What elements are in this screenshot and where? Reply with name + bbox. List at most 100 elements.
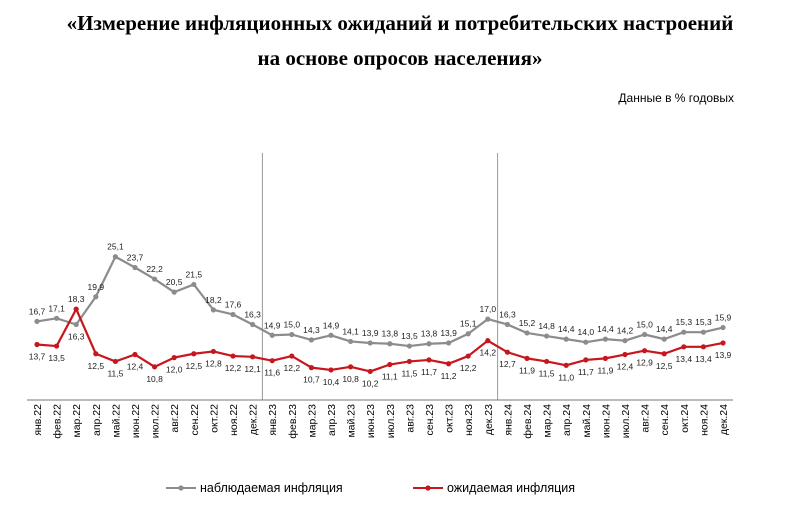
x-tick-label: дек.23 xyxy=(483,404,495,435)
data-point xyxy=(328,367,334,373)
data-point xyxy=(54,343,60,349)
data-point xyxy=(504,321,510,328)
value-label: 18,3 xyxy=(68,294,85,304)
x-tick-label: апр.23 xyxy=(326,404,338,436)
data-point xyxy=(720,340,726,346)
data-point xyxy=(426,357,432,363)
value-label: 13,9 xyxy=(715,350,732,360)
data-point xyxy=(642,331,648,338)
x-tick-label: ноя.24 xyxy=(698,404,710,436)
legend: наблюдаемая инфляция ожидаемая инфляция xyxy=(166,481,575,495)
data-point xyxy=(308,365,314,371)
x-tick-label: май.22 xyxy=(110,404,122,438)
value-label: 10,8 xyxy=(146,374,163,384)
series-line xyxy=(36,255,724,348)
series-expected xyxy=(34,306,726,375)
value-label: 21,5 xyxy=(186,269,203,279)
value-label: 12,2 xyxy=(460,363,477,373)
value-label: 12,2 xyxy=(225,363,242,373)
data-point xyxy=(210,348,216,355)
value-label: 11,7 xyxy=(578,367,594,377)
x-tick-label: июн.23 xyxy=(365,404,377,438)
value-label: 20,5 xyxy=(166,277,183,287)
chart-title-line-2: на основе опросов населения» xyxy=(257,46,543,70)
data-point xyxy=(348,338,354,345)
value-label: 15,9 xyxy=(715,313,732,323)
data-point xyxy=(328,332,334,338)
data-point xyxy=(289,331,295,338)
data-point xyxy=(446,361,452,367)
value-label: 15,3 xyxy=(676,317,693,327)
x-tick-label: апр.22 xyxy=(91,404,103,436)
series-line xyxy=(36,307,724,373)
value-label: 11,6 xyxy=(264,368,280,378)
value-label: 13,5 xyxy=(48,353,65,363)
data-point xyxy=(622,351,628,358)
data-point xyxy=(661,351,667,357)
value-label: 10,7 xyxy=(303,375,320,385)
x-tick-label: мар.24 xyxy=(542,404,554,438)
x-tick-label: апр.24 xyxy=(561,404,573,436)
data-point xyxy=(387,361,393,368)
value-label: 13,5 xyxy=(401,331,418,341)
value-label: 12,1 xyxy=(244,364,261,374)
data-point xyxy=(367,340,373,346)
data-point xyxy=(230,353,236,359)
data-point xyxy=(563,362,569,368)
x-tick-label: сен.24 xyxy=(659,404,671,436)
x-tick-label: авг.22 xyxy=(169,404,181,433)
value-label: 12,9 xyxy=(636,358,653,368)
value-label: 14,2 xyxy=(480,348,497,358)
value-label: 15,0 xyxy=(284,320,301,330)
data-point xyxy=(465,353,471,359)
x-tick-label: янв.22 xyxy=(32,404,44,436)
data-point xyxy=(406,358,412,365)
value-label: 11,7 xyxy=(421,367,437,377)
value-label: 13,9 xyxy=(440,328,457,338)
x-tick-label: авг.24 xyxy=(640,404,652,433)
value-label: 14,4 xyxy=(597,324,614,334)
data-point xyxy=(485,338,491,344)
value-label: 11,5 xyxy=(401,368,417,378)
data-point xyxy=(269,332,275,338)
x-tick-label: мар.22 xyxy=(71,404,83,438)
x-tick-label: окт.22 xyxy=(208,404,220,433)
data-point xyxy=(191,351,197,357)
value-label: 17,1 xyxy=(48,303,65,313)
value-label: 11,1 xyxy=(382,372,398,382)
x-tick-label: фев.22 xyxy=(52,404,64,439)
legend-expected-label: ожидаемая инфляция xyxy=(447,481,575,495)
value-label: 12,5 xyxy=(656,361,673,371)
data-point xyxy=(308,337,314,343)
data-point xyxy=(152,276,158,282)
data-point xyxy=(191,281,197,288)
legend-item-observed: наблюдаемая инфляция xyxy=(166,481,343,495)
value-label: 11,9 xyxy=(597,365,613,375)
data-point xyxy=(73,306,79,312)
series-layer xyxy=(34,254,726,375)
data-point xyxy=(152,364,158,370)
x-tick-label: июл.22 xyxy=(150,404,162,438)
value-label: 12,4 xyxy=(617,362,634,372)
data-point xyxy=(426,341,432,347)
data-point xyxy=(544,333,550,339)
value-label: 11,5 xyxy=(539,368,555,378)
x-tick-label: мар.23 xyxy=(306,404,318,438)
x-tick-label: май.24 xyxy=(581,404,593,438)
value-label: 23,7 xyxy=(127,253,144,263)
data-point xyxy=(465,331,471,337)
value-label: 11,2 xyxy=(441,371,457,381)
data-point xyxy=(720,324,726,331)
data-point xyxy=(700,344,707,350)
value-label: 17,0 xyxy=(480,304,497,314)
units-note: Данные в % годовых xyxy=(618,91,734,105)
data-point xyxy=(544,358,550,365)
data-point xyxy=(406,343,412,349)
data-point xyxy=(387,341,393,347)
x-tick-label: сен.22 xyxy=(189,404,201,436)
value-label: 16,3 xyxy=(68,331,85,341)
value-label: 14,8 xyxy=(538,321,555,331)
value-label: 16,3 xyxy=(499,309,516,319)
x-tick-label: июл.24 xyxy=(620,404,632,438)
